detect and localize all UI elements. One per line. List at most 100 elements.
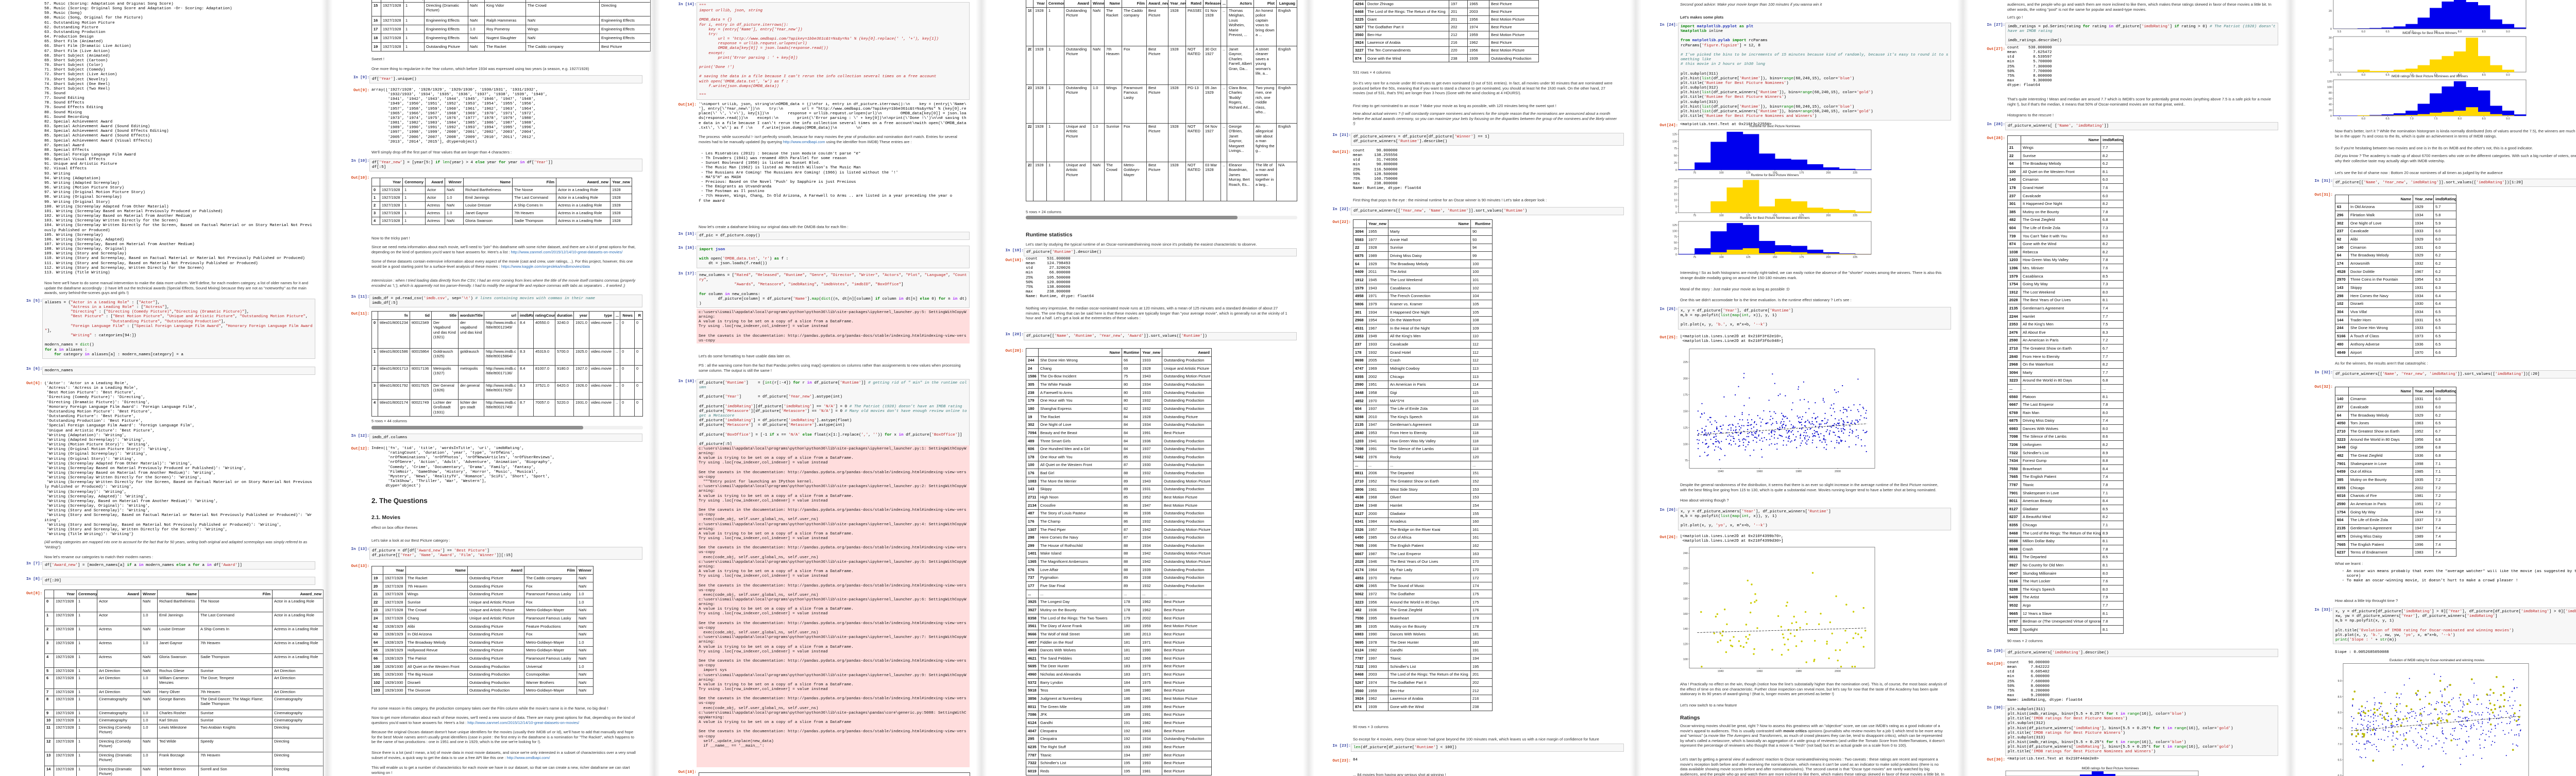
svg-text:150: 150	[1683, 410, 1688, 413]
svg-text:5.5: 5.5	[2337, 117, 2342, 120]
svg-text:20: 20	[2329, 109, 2332, 112]
svg-text:8.0: 8.0	[2338, 712, 2342, 715]
svg-text:6.0: 6.0	[2338, 774, 2342, 776]
svg-text:30: 30	[2329, 37, 2332, 40]
svg-text:7.0: 7.0	[2410, 74, 2414, 77]
svg-text:200: 200	[1683, 377, 1688, 381]
svg-text:175: 175	[1799, 214, 1804, 217]
svg-text:9.0: 9.0	[2506, 117, 2510, 120]
svg-text:160: 160	[1683, 613, 1688, 616]
svg-text:100: 100	[1672, 230, 1677, 233]
svg-text:10: 10	[1674, 199, 1677, 202]
svg-text:0: 0	[1675, 169, 1677, 172]
svg-text:100: 100	[1719, 256, 1724, 259]
svg-text:25: 25	[1674, 162, 1677, 165]
svg-text:175: 175	[1683, 394, 1688, 397]
svg-text:140: 140	[1683, 628, 1688, 631]
svg-text:200: 200	[1826, 214, 1831, 217]
svg-text:1960: 1960	[1756, 670, 1762, 673]
svg-text:75: 75	[1693, 256, 1696, 259]
svg-text:75: 75	[1693, 171, 1696, 175]
svg-text:1980: 1980	[1795, 470, 1802, 473]
svg-text:7.5: 7.5	[2434, 117, 2438, 120]
svg-text:0: 0	[1675, 212, 1677, 215]
svg-text:125: 125	[1746, 214, 1751, 217]
svg-text:60: 60	[2329, 97, 2332, 100]
svg-text:7.5: 7.5	[2338, 727, 2342, 730]
svg-text:125: 125	[1672, 224, 1677, 227]
svg-text:175: 175	[1799, 256, 1804, 259]
svg-text:225: 225	[1853, 256, 1857, 259]
svg-text:80: 80	[2329, 92, 2332, 95]
svg-text:120: 120	[1683, 643, 1688, 646]
svg-text:25: 25	[1674, 248, 1677, 251]
svg-text:6.0: 6.0	[2362, 117, 2366, 120]
svg-text:1960: 1960	[1756, 470, 1762, 473]
svg-text:125: 125	[1672, 133, 1677, 136]
svg-text:7.5: 7.5	[2434, 74, 2438, 77]
svg-text:20: 20	[2329, 48, 2332, 51]
svg-text:Runtime for Best Picture Nomin: Runtime for Best Picture Nominees	[1750, 125, 1800, 128]
svg-text:75: 75	[1685, 459, 1688, 462]
svg-text:75: 75	[1674, 236, 1677, 239]
svg-text:0: 0	[2330, 115, 2332, 118]
svg-text:9.0: 9.0	[2506, 74, 2510, 77]
svg-text:7.0: 7.0	[2410, 30, 2414, 33]
svg-text:6.0: 6.0	[2362, 30, 2366, 33]
svg-text:100: 100	[2327, 86, 2332, 89]
svg-text:100: 100	[1683, 658, 1688, 661]
svg-text:8.5: 8.5	[2482, 117, 2486, 120]
svg-text:100: 100	[1672, 140, 1677, 143]
svg-text:6.5: 6.5	[2338, 759, 2342, 762]
svg-text:Runtime for Best Picture Nomin: Runtime for Best Picture Nominees and Wi…	[1740, 216, 1809, 220]
svg-text:50: 50	[1674, 154, 1677, 158]
svg-text:120: 120	[2327, 80, 2332, 83]
svg-text:15: 15	[1674, 193, 1677, 196]
svg-text:1980: 1980	[1795, 670, 1802, 673]
svg-text:150: 150	[1773, 214, 1777, 217]
svg-text:225: 225	[1853, 214, 1857, 217]
svg-text:9.0: 9.0	[2506, 30, 2510, 33]
svg-text:50: 50	[1674, 242, 1677, 245]
svg-text:6.0: 6.0	[2362, 74, 2366, 77]
svg-text:IMDB ratings for Best Picture: IMDB ratings for Best Picture Nominees a…	[2392, 75, 2468, 78]
svg-text:150: 150	[1773, 171, 1777, 175]
svg-text:225: 225	[1683, 361, 1688, 364]
svg-text:8.5: 8.5	[2338, 696, 2342, 699]
svg-text:8.5: 8.5	[2482, 30, 2486, 33]
svg-text:6.5: 6.5	[2385, 117, 2389, 120]
svg-text:8.0: 8.0	[2458, 74, 2462, 77]
svg-text:1940: 1940	[1718, 470, 1724, 473]
svg-text:125: 125	[1746, 171, 1751, 175]
svg-text:20: 20	[1674, 186, 1677, 189]
svg-text:Runtime for Best Picture Winne: Runtime for Best Picture Winners	[1751, 174, 1799, 177]
svg-text:5: 5	[1675, 205, 1677, 209]
svg-text:200: 200	[1826, 256, 1831, 259]
svg-text:5.5: 5.5	[2337, 74, 2342, 77]
svg-text:10: 10	[2329, 60, 2332, 63]
svg-text:175: 175	[1799, 171, 1804, 175]
svg-text:125: 125	[1683, 427, 1688, 430]
svg-text:180: 180	[1683, 597, 1688, 600]
svg-text:IMDB ratings for Best Picture: IMDB ratings for Best Picture Winners	[2402, 31, 2457, 35]
svg-text:8.0: 8.0	[2458, 117, 2462, 120]
svg-text:2000: 2000	[1835, 470, 1841, 473]
svg-text:240: 240	[1683, 552, 1688, 555]
svg-text:150: 150	[1773, 256, 1777, 259]
svg-text:6.5: 6.5	[2385, 74, 2389, 77]
svg-text:75: 75	[1693, 214, 1696, 217]
svg-text:8.5: 8.5	[2482, 74, 2486, 77]
svg-text:7.0: 7.0	[2338, 743, 2342, 746]
svg-text:25: 25	[1674, 180, 1677, 183]
svg-text:125: 125	[1746, 256, 1751, 259]
svg-text:0: 0	[2330, 28, 2332, 31]
svg-text:1940: 1940	[1718, 670, 1724, 673]
svg-text:8.0: 8.0	[2458, 30, 2462, 33]
svg-text:220: 220	[1683, 567, 1688, 571]
svg-text:200: 200	[1826, 171, 1831, 175]
svg-text:5.5: 5.5	[2337, 30, 2342, 33]
svg-text:100: 100	[1719, 171, 1724, 175]
svg-text:2000: 2000	[1835, 670, 1841, 673]
svg-text:6.5: 6.5	[2385, 30, 2389, 33]
svg-text:20: 20	[2329, 10, 2332, 13]
